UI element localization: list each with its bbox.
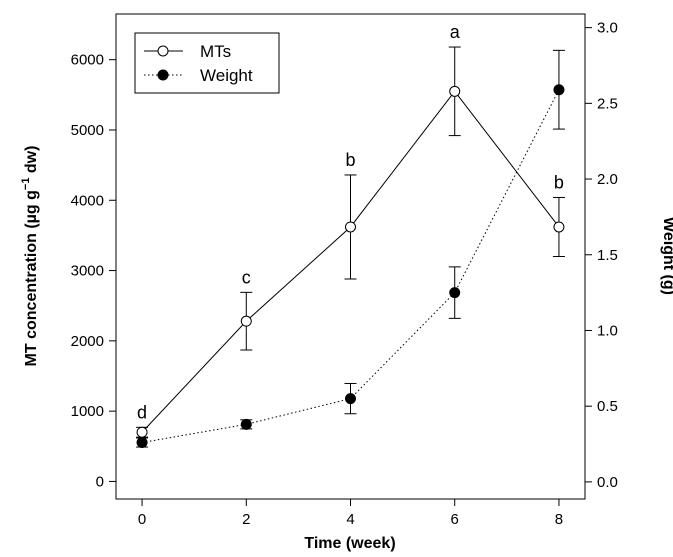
y-left-axis: 0 1000 2000 3000 4000 5000 6000	[71, 52, 116, 490]
x-axis-title: Time (week)	[304, 535, 395, 552]
legend-weight-marker	[157, 69, 169, 81]
x-axis: 0 2 4 6 8	[138, 499, 563, 528]
x-tick-label: 0	[138, 511, 146, 528]
significance-label: b	[345, 150, 355, 170]
data-point-weight	[240, 418, 252, 430]
x-tick-label: 6	[451, 511, 459, 528]
y-right-tick-label: 2.0	[597, 171, 618, 188]
significance-label: b	[554, 172, 564, 192]
y-right-tick-label: 2.5	[597, 95, 618, 112]
x-tick-label: 4	[346, 511, 354, 528]
data-point-mts	[449, 85, 461, 97]
y-left-tick-label: 4000	[71, 192, 104, 209]
legend: MTs Weight	[134, 32, 280, 94]
legend-mts-label: MTs	[200, 42, 231, 61]
y-right-tick-label: 3.0	[597, 20, 618, 37]
y-left-axis-title-superscript: −1	[20, 178, 32, 191]
y-right-tick-label: 1.0	[597, 322, 618, 339]
data-point-weight	[449, 287, 461, 299]
y-left-tick-label: 1000	[71, 403, 104, 420]
y-right-tick-label: 0.5	[597, 398, 618, 415]
y-right-tick-label: 0.0	[597, 474, 618, 491]
y-left-axis-title-tail: dw)	[23, 146, 40, 178]
data-point-mts	[136, 426, 148, 438]
series-layer	[136, 46, 565, 449]
data-point-mts	[240, 315, 252, 327]
x-tick-label: 2	[242, 511, 250, 528]
significance-label: a	[450, 22, 461, 42]
y-left-tick-label: 5000	[71, 122, 104, 139]
legend-mts-marker	[157, 45, 169, 57]
legend-weight-label: Weight	[200, 66, 253, 85]
significance-label: d	[137, 402, 147, 422]
significance-label: c	[242, 267, 251, 287]
data-point-weight	[553, 84, 565, 96]
y-left-tick-label: 0	[96, 473, 104, 490]
data-point-weight	[345, 393, 356, 405]
y-right-axis: 0.0 0.5 1.0 1.5 2.0 2.5 3.0	[585, 20, 618, 491]
data-point-mts	[345, 221, 356, 233]
x-tick-label: 8	[555, 511, 563, 528]
data-point-weight	[136, 437, 148, 449]
significance-labels: d c b a b	[137, 22, 564, 422]
y-left-tick-label: 3000	[71, 263, 104, 280]
y-left-tick-label: 2000	[71, 333, 104, 350]
data-point-mts	[553, 221, 565, 233]
y-left-axis-title: MT concentration (µg g−1 dw)	[20, 146, 40, 367]
y-left-axis-title-main: MT concentration (µg g	[23, 190, 40, 366]
y-left-tick-label: 6000	[71, 52, 104, 69]
y-right-axis-title: Weight (g)	[660, 217, 673, 295]
legend-box	[134, 32, 280, 94]
y-right-tick-label: 1.5	[597, 247, 618, 264]
